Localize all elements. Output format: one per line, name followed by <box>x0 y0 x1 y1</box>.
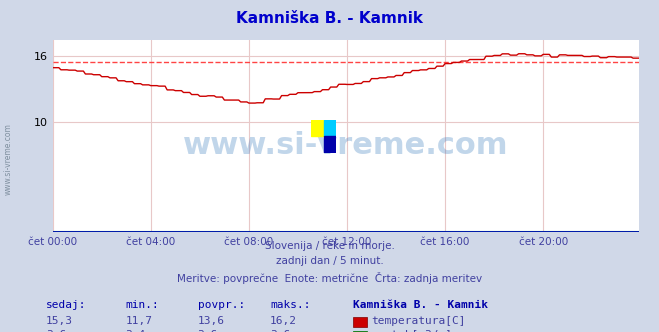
Text: maks.:: maks.: <box>270 300 310 310</box>
Text: 3,6: 3,6 <box>46 330 67 332</box>
Text: www.si-vreme.com: www.si-vreme.com <box>3 124 13 195</box>
Text: www.si-vreme.com: www.si-vreme.com <box>183 131 509 160</box>
Bar <box>311 120 324 136</box>
Text: pretok[m3/s]: pretok[m3/s] <box>371 330 452 332</box>
Text: Slovenija / reke in morje.
zadnji dan / 5 minut.
Meritve: povprečne  Enote: metr: Slovenija / reke in morje. zadnji dan / … <box>177 241 482 285</box>
Text: 15,3: 15,3 <box>46 316 73 326</box>
Text: povpr.:: povpr.: <box>198 300 245 310</box>
Text: sedaj:: sedaj: <box>46 300 86 310</box>
Bar <box>353 331 367 332</box>
Text: 3,6: 3,6 <box>270 330 291 332</box>
Bar <box>324 120 336 136</box>
Text: 3,6: 3,6 <box>198 330 218 332</box>
Text: 3,4: 3,4 <box>125 330 146 332</box>
Bar <box>353 317 367 327</box>
Bar <box>324 136 336 153</box>
Text: min.:: min.: <box>125 300 159 310</box>
Text: temperatura[C]: temperatura[C] <box>371 316 465 326</box>
Text: Kamniška B. - Kamnik: Kamniška B. - Kamnik <box>236 11 423 26</box>
Text: 11,7: 11,7 <box>125 316 152 326</box>
Text: 16,2: 16,2 <box>270 316 297 326</box>
Text: 13,6: 13,6 <box>198 316 225 326</box>
Text: Kamniška B. - Kamnik: Kamniška B. - Kamnik <box>353 300 488 310</box>
